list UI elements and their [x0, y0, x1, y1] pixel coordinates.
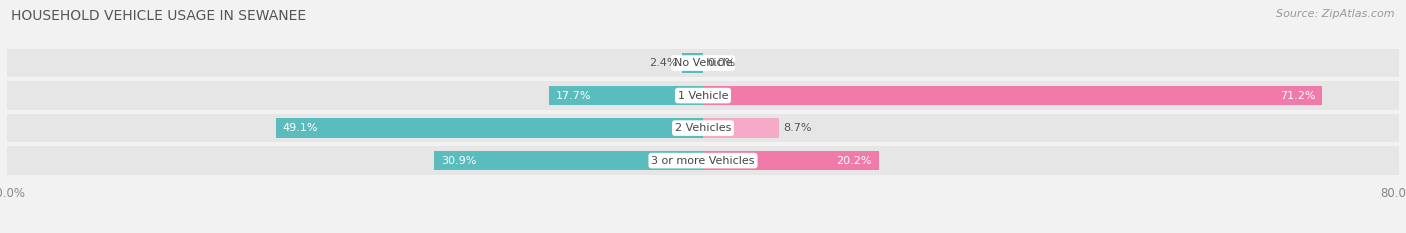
Bar [703, 151, 879, 170]
Text: 2.4%: 2.4% [650, 58, 678, 68]
Text: 17.7%: 17.7% [555, 91, 592, 101]
Bar [7, 81, 1399, 110]
Text: No Vehicle: No Vehicle [673, 58, 733, 68]
Bar [548, 86, 703, 105]
Bar [682, 53, 703, 73]
Text: 2 Vehicles: 2 Vehicles [675, 123, 731, 133]
Text: 30.9%: 30.9% [441, 156, 477, 166]
Text: HOUSEHOLD VEHICLE USAGE IN SEWANEE: HOUSEHOLD VEHICLE USAGE IN SEWANEE [11, 9, 307, 23]
Bar [703, 86, 1323, 105]
Bar [276, 118, 703, 138]
Bar [7, 49, 1399, 77]
Text: 1 Vehicle: 1 Vehicle [678, 91, 728, 101]
Text: 71.2%: 71.2% [1279, 91, 1316, 101]
Text: 0.0%: 0.0% [707, 58, 735, 68]
Bar [7, 114, 1399, 142]
Bar [703, 118, 779, 138]
Text: Source: ZipAtlas.com: Source: ZipAtlas.com [1277, 9, 1395, 19]
Text: 49.1%: 49.1% [283, 123, 318, 133]
Text: 8.7%: 8.7% [783, 123, 811, 133]
Bar [434, 151, 703, 170]
Bar [7, 146, 1399, 175]
Text: 20.2%: 20.2% [837, 156, 872, 166]
Text: 3 or more Vehicles: 3 or more Vehicles [651, 156, 755, 166]
